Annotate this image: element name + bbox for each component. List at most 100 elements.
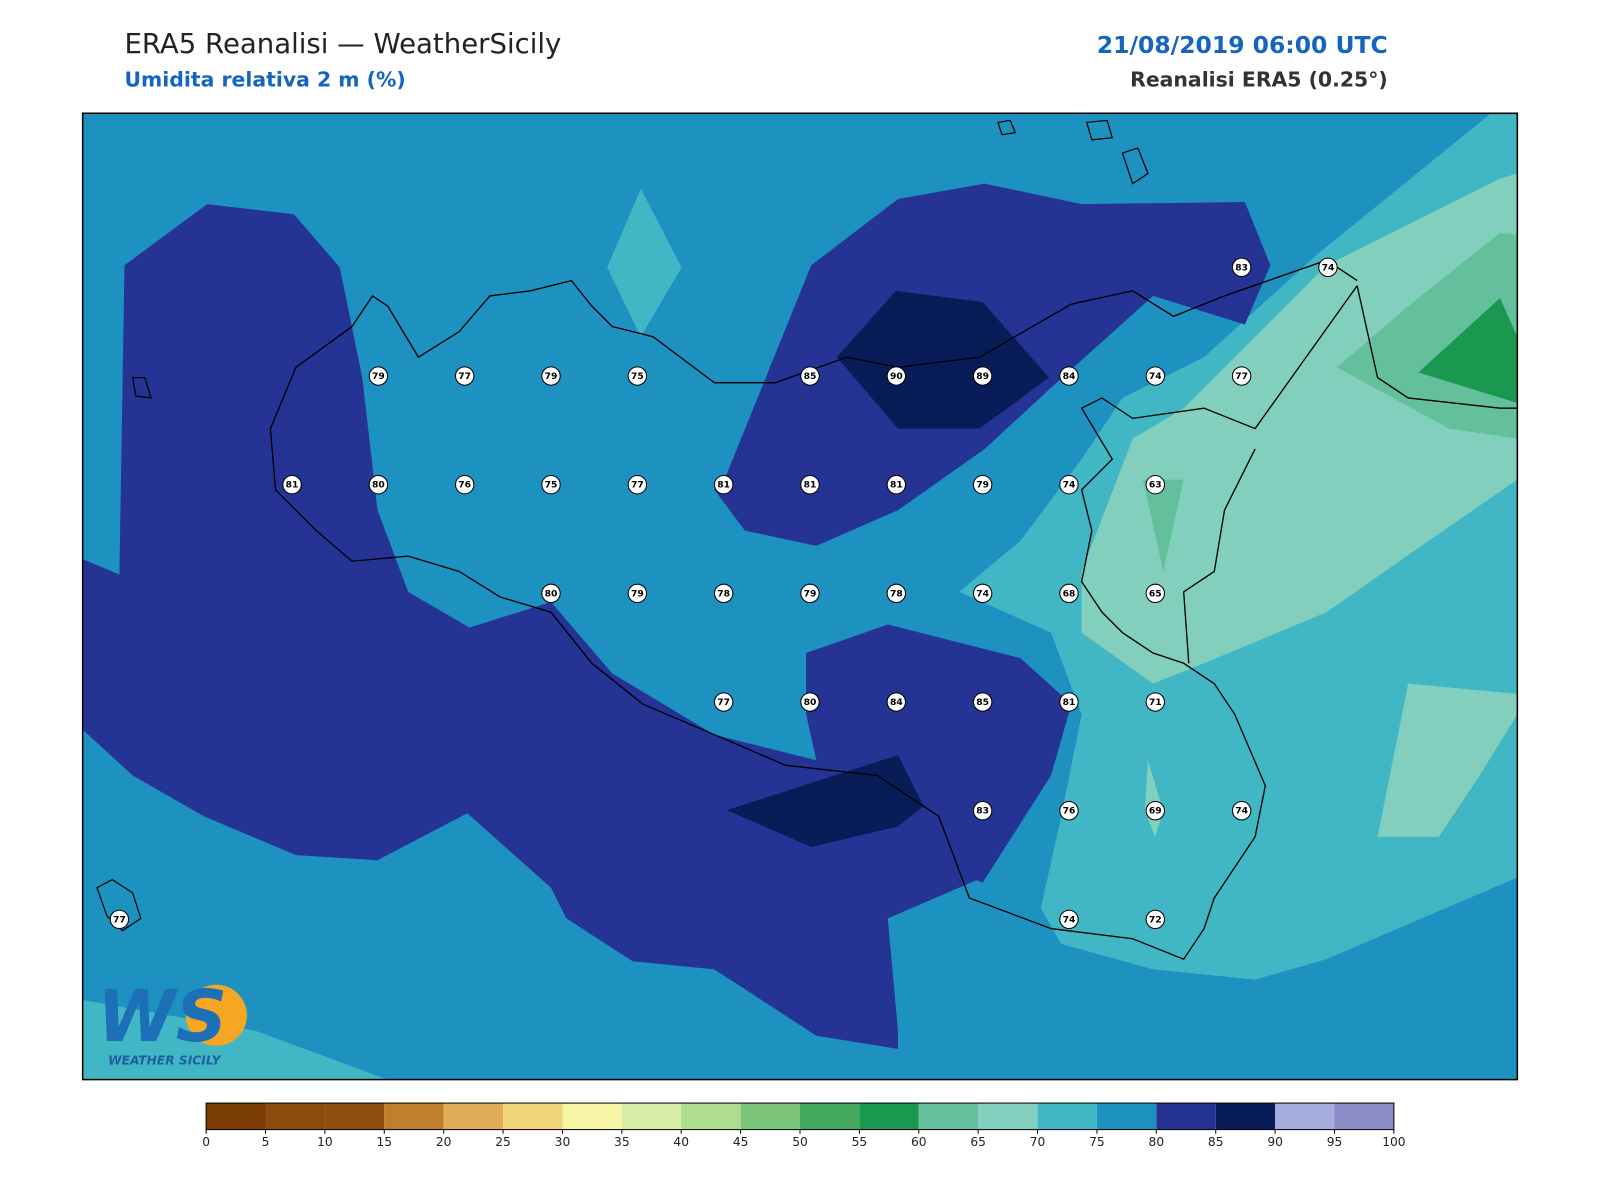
colorbar-segment — [978, 1103, 1038, 1130]
station-value: 74 — [1063, 480, 1076, 491]
station: 77 — [454, 366, 475, 386]
station-marker — [886, 583, 907, 604]
station: 74 — [1059, 909, 1079, 930]
station: 85 — [972, 692, 993, 712]
station-marker — [627, 475, 648, 495]
station-value: 83 — [1235, 262, 1248, 273]
station-marker — [800, 583, 820, 604]
colorbar-tick-label: 10 — [317, 1135, 333, 1149]
station: 83 — [1231, 257, 1252, 278]
station: 74 — [972, 583, 993, 604]
station: 78 — [886, 583, 907, 604]
station-value: 75 — [631, 371, 644, 382]
station: 77 — [1231, 366, 1252, 386]
colorbar-segment — [621, 1103, 682, 1130]
station-marker — [368, 475, 389, 495]
station-value: 74 — [1063, 914, 1076, 925]
colorbar-tick-label: 55 — [852, 1135, 868, 1149]
station-marker — [972, 583, 993, 604]
station-value: 68 — [1063, 588, 1076, 599]
station: 85 — [800, 366, 820, 386]
station: 80 — [800, 692, 820, 712]
colorbar-segment — [1334, 1103, 1394, 1130]
station: 79 — [800, 583, 820, 604]
subtitle: Umidita relativa 2 m (%) — [124, 68, 405, 92]
station: 69 — [1145, 801, 1165, 821]
station-value: 65 — [1149, 588, 1162, 599]
station-marker — [1059, 366, 1079, 386]
station-marker — [1059, 801, 1079, 821]
station: 81 — [886, 475, 907, 495]
station: 84 — [1059, 366, 1079, 386]
station: 74 — [1145, 366, 1165, 386]
station-value: 80 — [804, 697, 817, 708]
station-value: 76 — [1063, 806, 1076, 817]
station-value: 90 — [890, 371, 903, 382]
station-value: 83 — [976, 806, 989, 817]
colorbar-segment — [800, 1103, 860, 1130]
station-marker — [1059, 475, 1079, 495]
station-value: 74 — [1235, 806, 1248, 817]
station: 71 — [1145, 692, 1165, 712]
station-marker — [1059, 909, 1079, 930]
station: 81 — [800, 475, 820, 495]
station-marker — [1231, 801, 1252, 821]
field-80-85 — [806, 624, 1072, 883]
colorbar-segment — [918, 1103, 979, 1130]
station-value: 72 — [1149, 914, 1162, 925]
colorbar-segment — [206, 1103, 266, 1130]
station-value: 81 — [804, 480, 817, 491]
station: 75 — [627, 366, 648, 386]
station-marker — [800, 475, 820, 495]
station: 65 — [1145, 583, 1165, 604]
station-value: 74 — [976, 588, 989, 599]
station-marker — [886, 366, 907, 386]
coastline — [269, 259, 1358, 960]
station-marker — [713, 692, 734, 712]
station-value: 71 — [1149, 697, 1162, 708]
station: 76 — [454, 475, 475, 495]
colorbar-segment — [384, 1103, 444, 1130]
colorbar-tick-label: 75 — [1089, 1135, 1105, 1149]
station-values: 83 74 79 77 79 75 85 90 89 84 74 77 81 80 76 75 77 81 81 81… — [109, 257, 1338, 930]
colorbar-segment — [1215, 1103, 1276, 1130]
map: 83 74 79 77 79 75 85 90 89 84 74 77 81 80 76 75 77 81 81 81… — [82, 113, 1518, 1080]
field-70-75 — [607, 188, 682, 337]
station: 77 — [109, 909, 130, 930]
station: 79 — [627, 583, 648, 604]
station-marker — [886, 692, 907, 712]
station-marker — [1145, 692, 1165, 712]
logo: WS WEATHER SICILY — [97, 975, 247, 1067]
station-marker — [972, 692, 993, 712]
colorbar-segment — [859, 1103, 919, 1130]
island — [96, 119, 1149, 932]
station-marker — [541, 366, 561, 386]
station: 80 — [541, 583, 561, 604]
station-value: 89 — [976, 371, 989, 382]
station: 77 — [627, 475, 648, 495]
station: 81 — [1059, 692, 1079, 712]
station: 76 — [1059, 801, 1079, 821]
colorbar-segment — [503, 1103, 563, 1130]
logo-name: WEATHER SICILY — [108, 1053, 222, 1067]
station-value: 84 — [1063, 371, 1076, 382]
colorbar-tick-label: 50 — [792, 1135, 808, 1149]
station-value: 80 — [372, 480, 385, 491]
station-value: 77 — [631, 480, 644, 491]
station-marker — [713, 475, 734, 495]
colorbar-segment — [740, 1103, 800, 1130]
station: 90 — [886, 366, 907, 386]
station-value: 81 — [1063, 697, 1076, 708]
colorbar-segment — [324, 1103, 385, 1130]
colorbar-tick-label: 85 — [1208, 1135, 1224, 1149]
colorbar-segment — [562, 1103, 622, 1130]
station: 72 — [1145, 909, 1165, 930]
station-value: 78 — [890, 588, 903, 599]
station-marker — [368, 366, 389, 386]
station-marker — [282, 475, 302, 495]
station-value: 74 — [1322, 262, 1335, 273]
map-frame — [81, 112, 1519, 1081]
station-marker — [886, 475, 907, 495]
calabria-coast — [1182, 285, 1518, 664]
colorbar-tick-label: 60 — [911, 1135, 927, 1149]
